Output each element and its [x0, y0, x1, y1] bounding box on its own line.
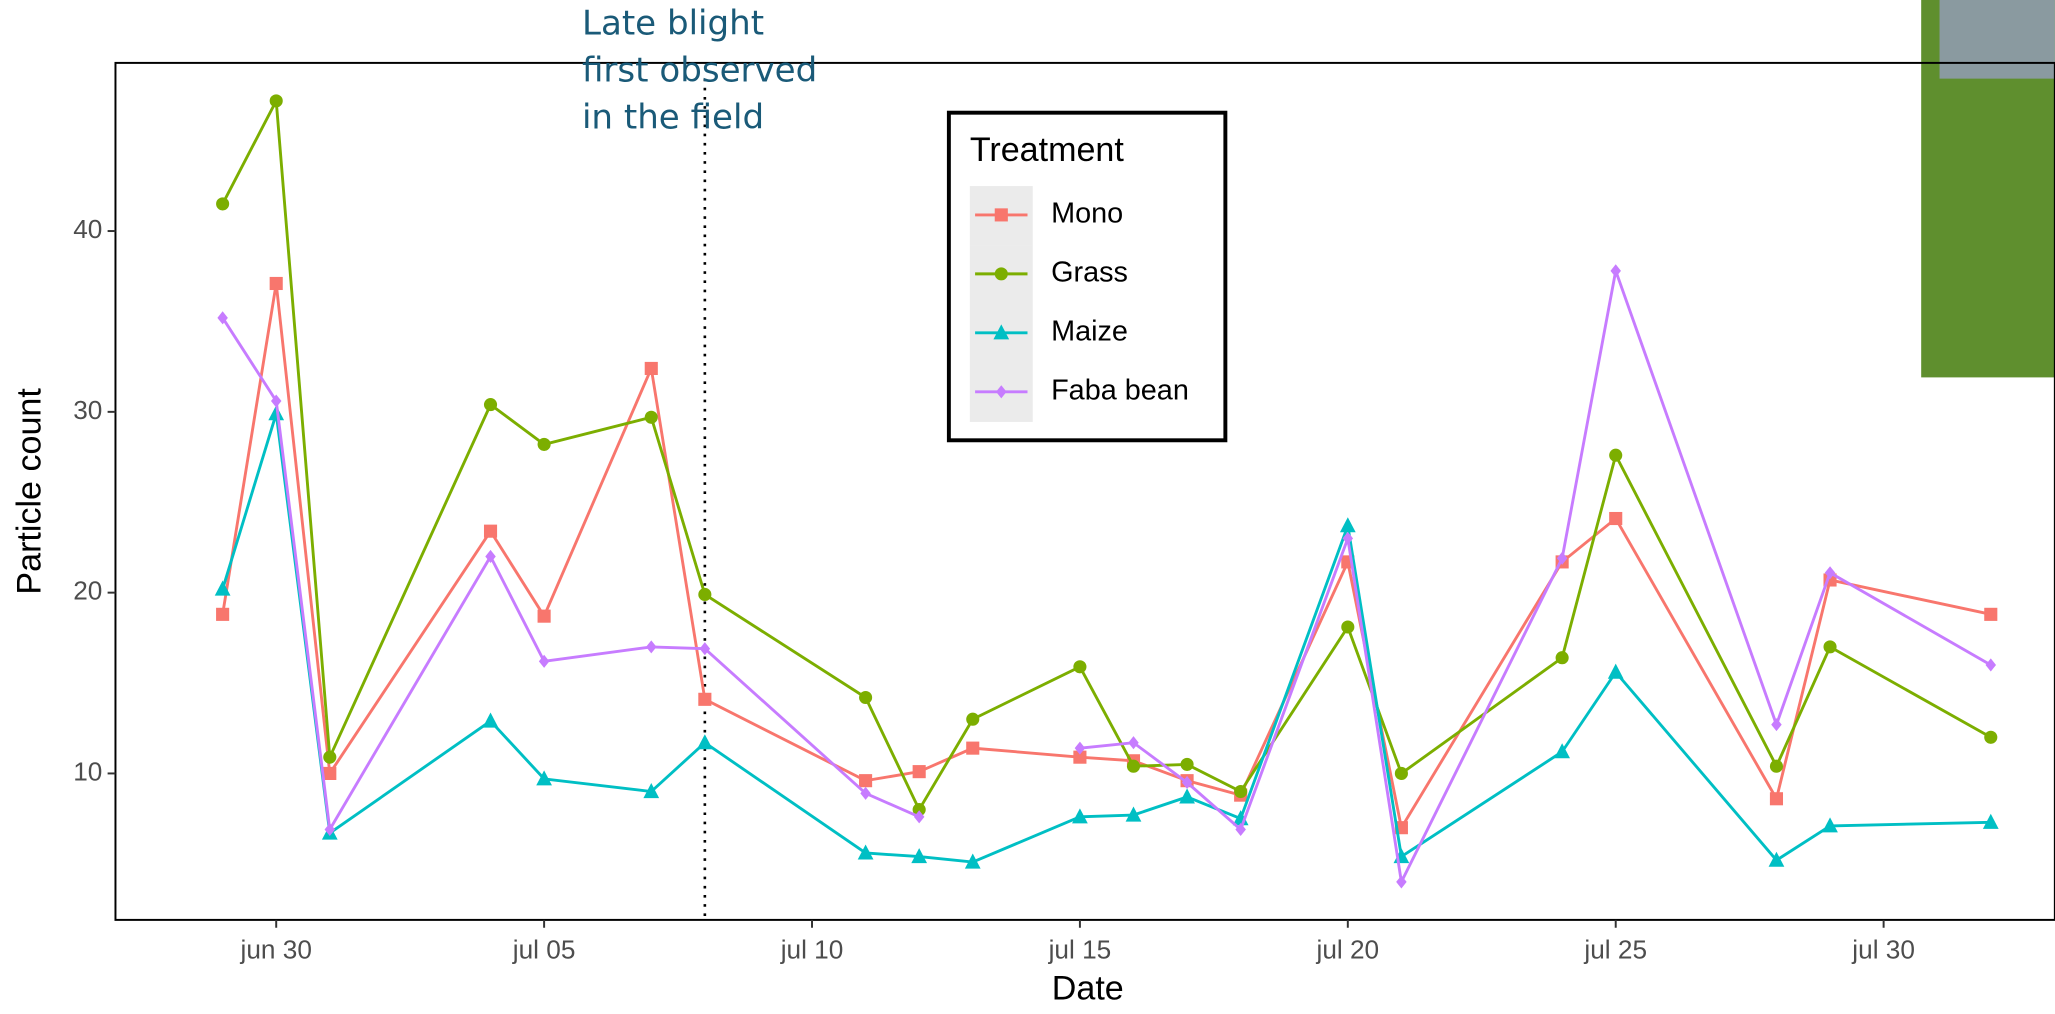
marker: [269, 276, 283, 291]
marker: [1984, 730, 1998, 744]
y-tick-label: 10: [73, 756, 102, 786]
marker: [696, 734, 713, 750]
marker: [485, 549, 496, 564]
x-tick-label: jul 05: [512, 934, 576, 964]
marker: [1179, 788, 1195, 804]
marker: [482, 712, 499, 728]
marker: [644, 410, 658, 424]
marker: [483, 398, 498, 412]
legend-key-marker: [994, 208, 1008, 222]
marker: [1982, 813, 1999, 829]
marker: [644, 361, 658, 376]
x-tick-label: jul 30: [1851, 934, 1915, 964]
y-tick-label: 30: [73, 395, 102, 425]
marker: [1339, 517, 1356, 533]
legend-label: Grass: [1051, 256, 1128, 288]
marker: [1128, 736, 1139, 750]
marker: [912, 803, 926, 817]
annotation-text: in the field: [582, 98, 764, 138]
legend-label: Mono: [1051, 198, 1123, 230]
y-axis-title: Particle count: [11, 388, 49, 595]
series-line: [221, 413, 1991, 864]
marker: [1074, 741, 1086, 755]
x-tick-label: jun 30: [240, 934, 312, 964]
marker: [1181, 775, 1193, 790]
marker: [1341, 620, 1355, 634]
x-tick-label: jul 10: [780, 934, 844, 964]
marker: [483, 524, 498, 538]
marker: [859, 774, 873, 788]
marker: [913, 810, 925, 824]
marker: [1125, 806, 1142, 822]
marker: [536, 770, 552, 786]
marker: [1073, 660, 1087, 674]
annotation-text: first observed: [582, 51, 817, 91]
legend-key-marker: [996, 385, 1007, 399]
legend-title: Treatment: [970, 131, 1124, 169]
marker: [966, 741, 980, 755]
x-tick-label: jul 15: [1048, 934, 1112, 964]
y-tick-label: 20: [73, 576, 102, 606]
marker: [911, 848, 928, 864]
marker: [323, 766, 337, 780]
marker: [859, 690, 873, 705]
marker: [323, 750, 337, 764]
marker: [1394, 766, 1408, 780]
marker: [1342, 531, 1354, 545]
marker: [698, 587, 712, 602]
marker: [1126, 759, 1141, 773]
marker: [214, 580, 231, 596]
marker: [1984, 607, 1998, 621]
legend-key-marker: [993, 324, 1010, 340]
marker: [268, 405, 285, 421]
marker: [1609, 511, 1623, 526]
marker: [537, 437, 551, 451]
legend-label: Maize: [1051, 315, 1128, 347]
marker: [1609, 448, 1623, 462]
annotation-text: Late blight: [582, 3, 764, 43]
marker: [1769, 759, 1784, 773]
marker: [1985, 658, 1997, 672]
marker: [1771, 718, 1782, 732]
marker: [1822, 817, 1838, 833]
photo-device: [1939, 0, 2055, 79]
legend-label: Faba bean: [1051, 374, 1189, 406]
marker: [643, 783, 660, 799]
marker: [912, 765, 926, 779]
marker: [646, 640, 657, 654]
marker: [1769, 792, 1784, 806]
x-axis-title: Date: [1052, 970, 1124, 1008]
marker: [1768, 851, 1785, 867]
marker: [1073, 750, 1087, 764]
marker: [1072, 808, 1088, 824]
marker: [269, 94, 283, 108]
marker: [1556, 551, 1568, 565]
x-tick-label: jul 20: [1316, 934, 1380, 964]
marker: [1554, 743, 1571, 759]
marker: [1607, 663, 1624, 679]
marker: [537, 609, 551, 623]
y-tick-label: 40: [73, 214, 102, 244]
legend-key-marker: [994, 267, 1008, 281]
marker: [1234, 784, 1248, 799]
marker: [698, 692, 712, 706]
marker: [216, 607, 230, 621]
x-tick-label: jul 25: [1583, 934, 1647, 964]
marker: [964, 853, 981, 869]
marker: [857, 844, 874, 860]
marker: [1180, 757, 1194, 771]
marker: [1555, 651, 1569, 665]
marker: [1610, 264, 1621, 278]
marker: [860, 786, 871, 800]
marker: [216, 197, 230, 211]
marker: [1823, 640, 1837, 654]
marker: [966, 712, 980, 726]
